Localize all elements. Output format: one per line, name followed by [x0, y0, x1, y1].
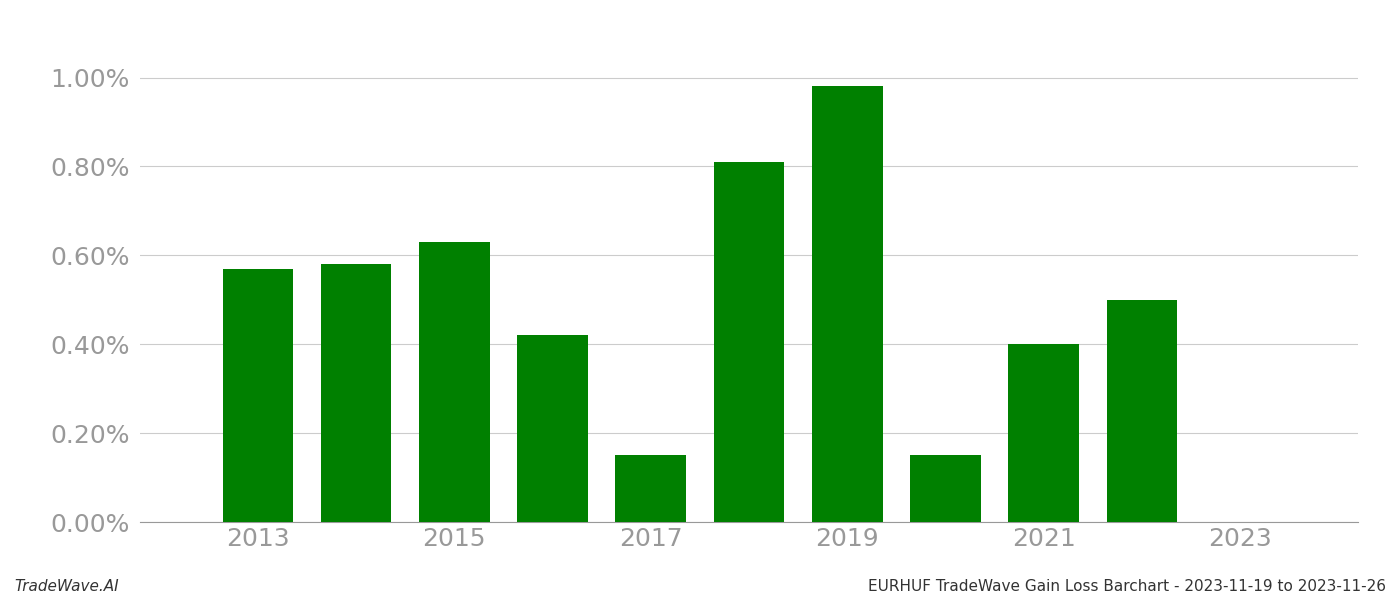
- Bar: [714, 162, 784, 522]
- Text: TradeWave.AI: TradeWave.AI: [14, 579, 119, 594]
- Bar: [910, 455, 981, 522]
- Bar: [616, 455, 686, 522]
- Bar: [1106, 300, 1177, 522]
- Text: EURHUF TradeWave Gain Loss Barchart - 2023-11-19 to 2023-11-26: EURHUF TradeWave Gain Loss Barchart - 20…: [868, 579, 1386, 594]
- Bar: [321, 264, 392, 522]
- Bar: [812, 86, 882, 522]
- Bar: [223, 269, 293, 522]
- Bar: [1008, 344, 1079, 522]
- Bar: [517, 335, 588, 522]
- Bar: [419, 242, 490, 522]
